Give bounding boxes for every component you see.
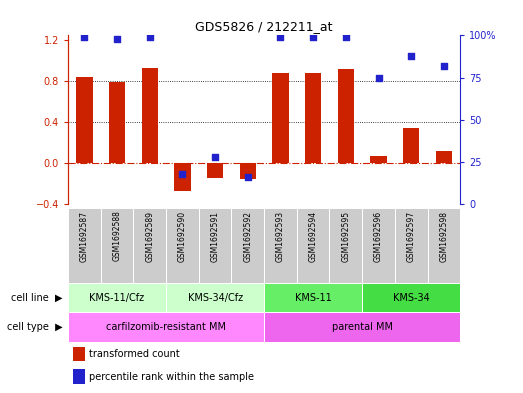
Text: GSM1692589: GSM1692589 (145, 211, 154, 261)
Bar (231, 208, 264, 283)
Title: GDS5826 / 212211_at: GDS5826 / 212211_at (196, 20, 333, 33)
Bar (207, 163, 223, 178)
Text: GSM1692598: GSM1692598 (439, 211, 448, 261)
Point (145, 34, 154, 40)
Bar (297, 208, 329, 283)
Text: KMS-34/Cfz: KMS-34/Cfz (188, 293, 243, 303)
Bar (403, 128, 419, 163)
Bar (68, 312, 264, 342)
Text: parental MM: parental MM (332, 322, 393, 332)
Text: GSM1692592: GSM1692592 (243, 211, 252, 261)
Bar (428, 208, 460, 283)
Text: GSM1692597: GSM1692597 (407, 211, 416, 262)
Text: KMS-34: KMS-34 (393, 293, 429, 303)
Point (342, 34, 350, 40)
Bar (133, 208, 166, 283)
Text: GSM1692593: GSM1692593 (276, 211, 285, 262)
Point (113, 36, 121, 42)
Bar (166, 208, 199, 283)
Text: GSM1692587: GSM1692587 (80, 211, 89, 261)
Text: KMS-11/Cfz: KMS-11/Cfz (89, 293, 144, 303)
Point (309, 34, 317, 40)
Bar (338, 69, 354, 163)
Bar (199, 208, 231, 283)
Text: cell type  ▶: cell type ▶ (7, 322, 63, 332)
Bar (68, 283, 166, 312)
Bar (264, 283, 362, 312)
Bar (142, 68, 158, 163)
Bar (68, 208, 100, 283)
Text: cell line  ▶: cell line ▶ (12, 293, 63, 303)
Point (80, 34, 88, 40)
Bar (100, 208, 133, 283)
Bar (436, 151, 452, 163)
Text: percentile rank within the sample: percentile rank within the sample (89, 372, 254, 382)
Point (407, 53, 415, 59)
Bar (109, 83, 125, 163)
Text: GSM1692595: GSM1692595 (342, 211, 350, 262)
Bar (73, 347, 85, 361)
Text: transformed count: transformed count (89, 349, 180, 359)
Bar (73, 369, 85, 384)
Bar (264, 208, 297, 283)
Bar (166, 283, 264, 312)
Text: GSM1692594: GSM1692594 (309, 211, 317, 262)
Point (276, 34, 285, 40)
Bar (395, 208, 428, 283)
Bar (362, 208, 395, 283)
Bar (329, 208, 362, 283)
Point (211, 154, 219, 160)
Bar (264, 312, 460, 342)
Text: KMS-11: KMS-11 (295, 293, 332, 303)
Point (244, 174, 252, 180)
Text: GSM1692596: GSM1692596 (374, 211, 383, 262)
Bar (370, 156, 386, 163)
Point (374, 74, 383, 81)
Text: GSM1692591: GSM1692591 (211, 211, 220, 261)
Bar (76, 77, 93, 163)
Bar (362, 283, 460, 312)
Point (440, 62, 448, 69)
Point (178, 171, 187, 177)
Bar (174, 163, 190, 191)
Bar (305, 73, 321, 163)
Text: GSM1692588: GSM1692588 (112, 211, 121, 261)
Bar (272, 73, 289, 163)
Bar (240, 163, 256, 179)
Text: GSM1692590: GSM1692590 (178, 211, 187, 262)
Text: carfilzomib-resistant MM: carfilzomib-resistant MM (106, 322, 226, 332)
